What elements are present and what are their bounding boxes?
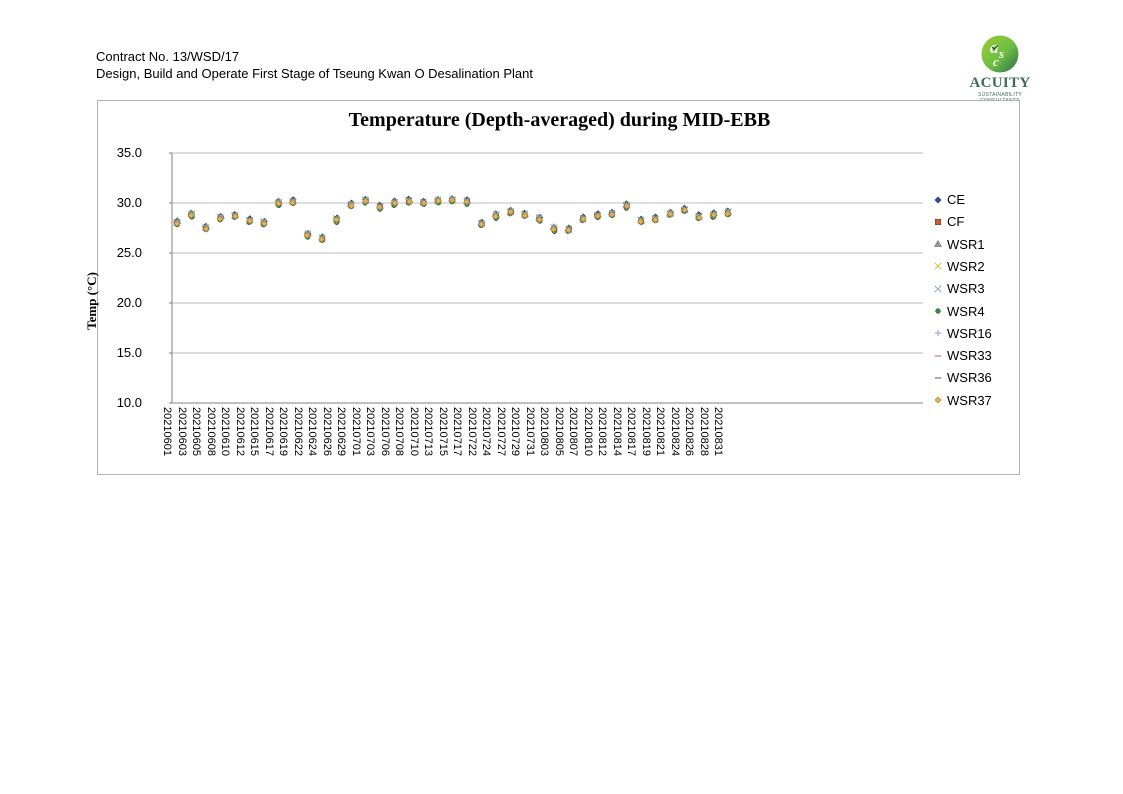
svg-text:s: s xyxy=(998,46,1004,61)
svg-text:c: c xyxy=(993,54,999,69)
